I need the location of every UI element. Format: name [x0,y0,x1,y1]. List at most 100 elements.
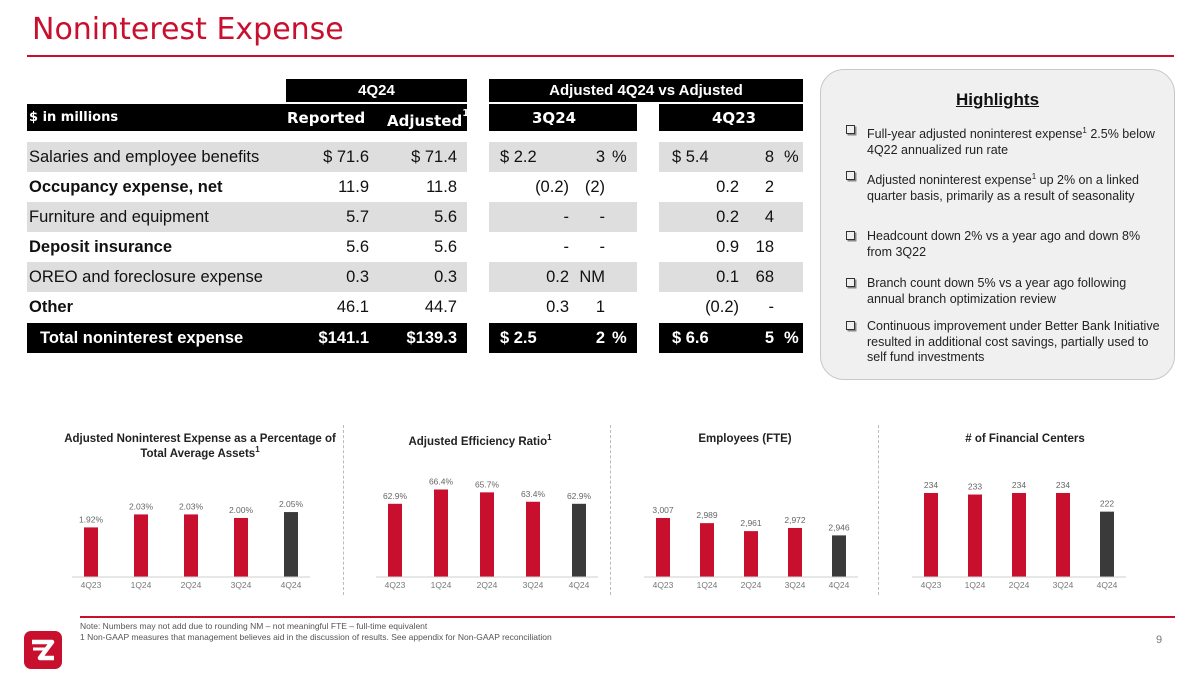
chart-title-text: Employees (FTE) [698,433,792,445]
cell-adjusted: 5.6 [434,237,457,256]
bar [968,494,982,577]
checkbox-bullet-icon [846,231,855,240]
cell-3q24-percent: NM [579,267,605,286]
column-gap [637,323,659,353]
category-tick-label: 2Q24 [181,580,202,590]
table-header-row: $ in millions Reported Adjusted 1 3Q24 4Q… [27,104,803,131]
cell-reported: 5.6 [346,237,369,256]
chart-separator [610,425,611,595]
col-reported: Reported [287,108,366,127]
chart-title-text: Adjusted Efficiency Ratio [408,435,548,448]
cell-3q24-percent: - [599,237,606,256]
bar [924,492,938,577]
checkbox-bullet-icon [846,171,855,180]
data-label: 222 [1100,499,1114,509]
data-label: 2.03% [129,501,154,511]
data-label: 65.7% [475,479,500,489]
footnote-marker: 1 [255,445,260,454]
cell-3q24-amount: $ 2.5 [500,328,537,347]
table-row: Occupancy expense, net 11.9 11.8 (0.2) (2) 0.… [27,172,803,202]
column-gap [467,202,489,232]
cell-4q23-percent: 8 [764,147,774,166]
bar [434,489,448,577]
logo-mark-icon [32,639,55,661]
chart-title-text: # of Financial Centers [965,433,1085,445]
cell-3q24-percent: 2 [595,328,605,347]
data-label: 1.92% [79,514,104,524]
column-gap [637,172,659,202]
category-tick-label: 2Q24 [477,580,498,590]
category-tick-label: 4Q24 [281,580,302,590]
cell-3q24-amount: 0.3 [546,297,569,316]
category-tick-label: 4Q23 [653,580,674,590]
column-gap [637,202,659,232]
cell-adjusted: 44.7 [424,297,457,316]
table-row: Deposit insurance 5.6 5.6 - - 0.9 18 [27,232,803,262]
data-label: 2,972 [784,515,806,525]
cell-reported: 0.3 [346,267,369,286]
footnote-marker: 1 [1031,172,1037,181]
company-logo [24,631,62,669]
column-gap [637,142,659,172]
bar [656,518,670,577]
bar [284,512,298,577]
data-label: 2,961 [740,518,762,528]
cell-4q23-percent: 68 [755,267,774,286]
column-gap [467,262,489,292]
highlight-item: Headcount down 2% vs a year ago and down… [846,229,1163,260]
cell-4q23-percent: 5 [764,328,774,347]
cell-3q24-amount: (0.2) [535,177,569,196]
table-row: Other 46.1 44.7 0.3 1 (0.2) - [27,292,803,322]
chart-title-text: Adjusted Noninterest Expense as a Percen… [64,433,336,460]
col-adjusted: Adjusted 1 [387,104,469,131]
page-number: 9 [1156,634,1163,646]
bar [832,535,846,577]
category-tick-label: 1Q24 [131,580,152,590]
table-row: Salaries and employee benefits $ 71.6 $ 71… [27,142,803,172]
cell-3q24-percent-symbol: % [612,147,627,166]
footnote-marker: 1 [547,433,552,442]
cell-4q23-percent: 18 [755,237,774,256]
column-gap [637,262,659,292]
highlight-item: Adjusted noninterest expense1 up 2% on a… [846,169,1163,204]
cell-3q24-amount: $ 2.2 [500,147,537,166]
cell-4q23-amount: 0.1 [716,267,739,286]
data-label: 234 [1056,480,1070,490]
data-label: 62.9% [383,491,408,501]
category-tick-label: 2Q24 [741,580,762,590]
highlight-text: Adjusted noninterest expense [867,173,1032,188]
footnotes: Note: Numbers may not add due to roundin… [80,621,552,642]
chart-title: # of Financial Centers [895,433,1155,445]
category-tick-label: 1Q24 [431,580,452,590]
footnote-line: 1 Non-GAAP measures that management beli… [80,631,552,642]
cell-reported: $ 71.6 [323,147,369,166]
cell-4q23-percent: 2 [764,177,774,196]
highlight-text: 2.5% below 4Q22 annualized run rate [867,127,1155,157]
bar [700,523,714,577]
chart-separator [343,425,344,595]
chart-title: Adjusted Noninterest Expense as a Percen… [60,433,340,460]
chart-separator [878,425,879,595]
highlight-text: Headcount down 2% vs a year ago and down… [867,229,1141,259]
cell-3q24-amount: - [563,237,570,256]
highlight-text: Full-year adjusted noninterest expense [867,127,1083,142]
cell-4q23-amount: 0.2 [716,207,739,226]
cell-adjusted: 11.8 [426,177,457,196]
bar [1056,492,1070,577]
cell-4q23-percent-symbol: % [784,328,799,347]
data-label: 2,946 [828,522,850,532]
footnote-marker: 1 [1082,126,1087,135]
category-tick-label: 4Q23 [81,580,102,590]
category-tick-label: 3Q24 [231,580,252,590]
data-label: 233 [968,482,982,492]
highlight-item: Full-year adjusted noninterest expense1 … [846,123,1163,158]
data-label: 62.9% [567,491,592,501]
highlight-text: Branch count down 5% vs a year ago follo… [867,276,1127,306]
cell-3q24-percent: (2) [584,177,605,196]
category-tick-label: 1Q24 [965,580,986,590]
cell-3q24-percent: - [599,207,606,226]
table-total-row: Total noninterest expense $141.1 $139.3 $ 2… [27,323,803,353]
cell-adjusted: 0.3 [434,267,457,286]
row-label: Occupancy expense, net [29,177,223,196]
cell-4q23-amount: $ 6.6 [672,328,709,347]
